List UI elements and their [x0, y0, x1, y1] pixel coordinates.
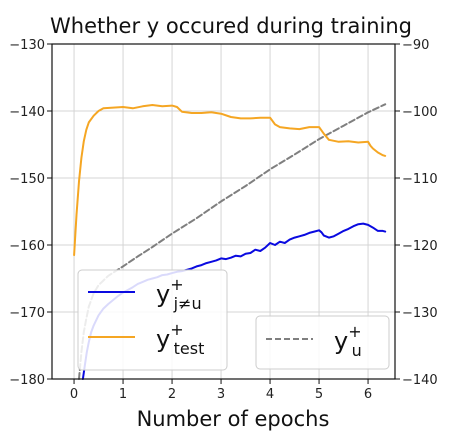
x-tick-label: 4	[266, 387, 274, 402]
legend-label-sup: +	[170, 275, 183, 294]
ticks: 0 1 2 3 4 5 6 −180 −170 −160 −150 −140 −130 −140 −130 −…	[9, 38, 437, 402]
y-right-tick-label: −110	[402, 172, 438, 187]
y-right-tick-label: −120	[402, 239, 438, 254]
legend-label-sub: test	[174, 339, 205, 358]
x-tick-label: 5	[315, 387, 323, 402]
legend-label-sup: +	[348, 322, 361, 341]
x-tick-label: 3	[217, 387, 225, 402]
legend-label: y+ j≠u	[156, 275, 202, 313]
legend-box	[77, 269, 228, 371]
legend-label-main: y	[156, 280, 170, 308]
y-left-tick-label: −150	[9, 172, 45, 187]
legend-label-sub: j≠u	[173, 294, 202, 313]
chart-title: Whether y occured during training	[50, 14, 412, 38]
legend-box	[255, 315, 390, 370]
x-tick-label: 0	[70, 387, 78, 402]
legends: y+ j≠uy+ test y+ u	[77, 269, 390, 371]
legend-label-main: y	[156, 325, 170, 353]
y-left-tick-label: −180	[9, 373, 45, 388]
y-left-tick-label: −160	[9, 239, 45, 254]
y-left-tick-label: −170	[9, 306, 45, 321]
legend-label: y+ test	[156, 320, 204, 358]
legend-label: y+ u	[334, 322, 362, 360]
y-right-tick-label: −100	[402, 105, 438, 120]
legend-label-main: y	[334, 327, 348, 355]
y-left-tick-label: −140	[9, 105, 45, 120]
series-line-1	[73, 104, 387, 257]
legend-label-sub: u	[352, 341, 362, 360]
x-tick-label: 6	[364, 387, 372, 402]
x-tick-label: 2	[168, 387, 176, 402]
plot-frame	[51, 43, 396, 380]
y-right-tick-label: −90	[402, 38, 429, 53]
x-tick-label: 1	[119, 387, 127, 402]
x-axis-label: Number of epochs	[137, 407, 330, 431]
y-left-tick-label: −130	[9, 38, 45, 53]
y-right-tick-label: −140	[402, 373, 438, 388]
y-right-tick-label: −130	[402, 306, 438, 321]
legend-label-sup: +	[170, 320, 183, 339]
